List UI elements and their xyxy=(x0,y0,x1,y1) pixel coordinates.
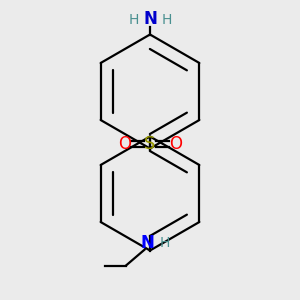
Text: O: O xyxy=(169,135,182,153)
Text: H: H xyxy=(160,236,170,250)
Text: N: N xyxy=(143,11,157,28)
Text: S: S xyxy=(144,135,156,153)
Text: H: H xyxy=(128,13,139,26)
Text: H: H xyxy=(161,13,172,26)
Text: N: N xyxy=(140,234,154,252)
Text: O: O xyxy=(118,135,131,153)
